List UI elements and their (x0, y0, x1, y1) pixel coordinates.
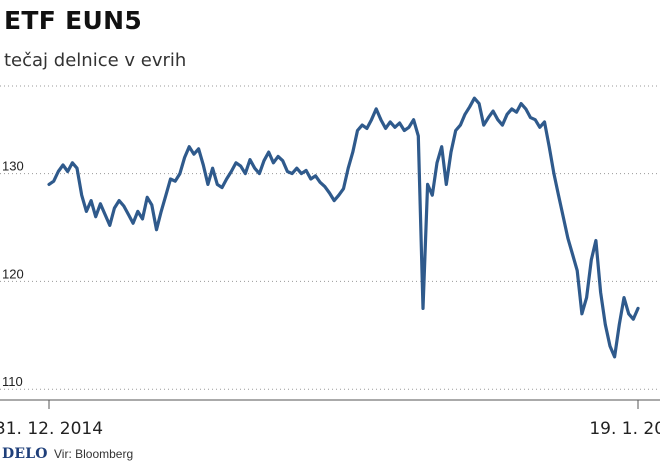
series-line-0 (47, 96, 640, 359)
delo-logo: DELO (2, 446, 48, 462)
series-layer (47, 96, 640, 359)
x-tick-label: 19. 1. 2023 (589, 419, 660, 439)
chart-subtitle: tečaj delnice v evrih (4, 50, 187, 71)
footer: DELO Vir: Bloomberg (0, 440, 660, 472)
grid-layer (0, 85, 660, 390)
y-tick-label: 110 (2, 374, 23, 389)
chart-title: ETF EUN5 (4, 6, 143, 35)
y-tick-label: 120 (2, 266, 24, 281)
line-chart: 110 120 130 31. 12. 2014 19. 1. 2023 (0, 85, 660, 439)
y-tick-label: 130 (2, 159, 24, 174)
source-note: Vir: Bloomberg (54, 447, 134, 461)
axis-layer: 110 120 130 31. 12. 2014 19. 1. 2023 (0, 159, 660, 439)
x-tick-label: 31. 12. 2014 (0, 419, 103, 439)
